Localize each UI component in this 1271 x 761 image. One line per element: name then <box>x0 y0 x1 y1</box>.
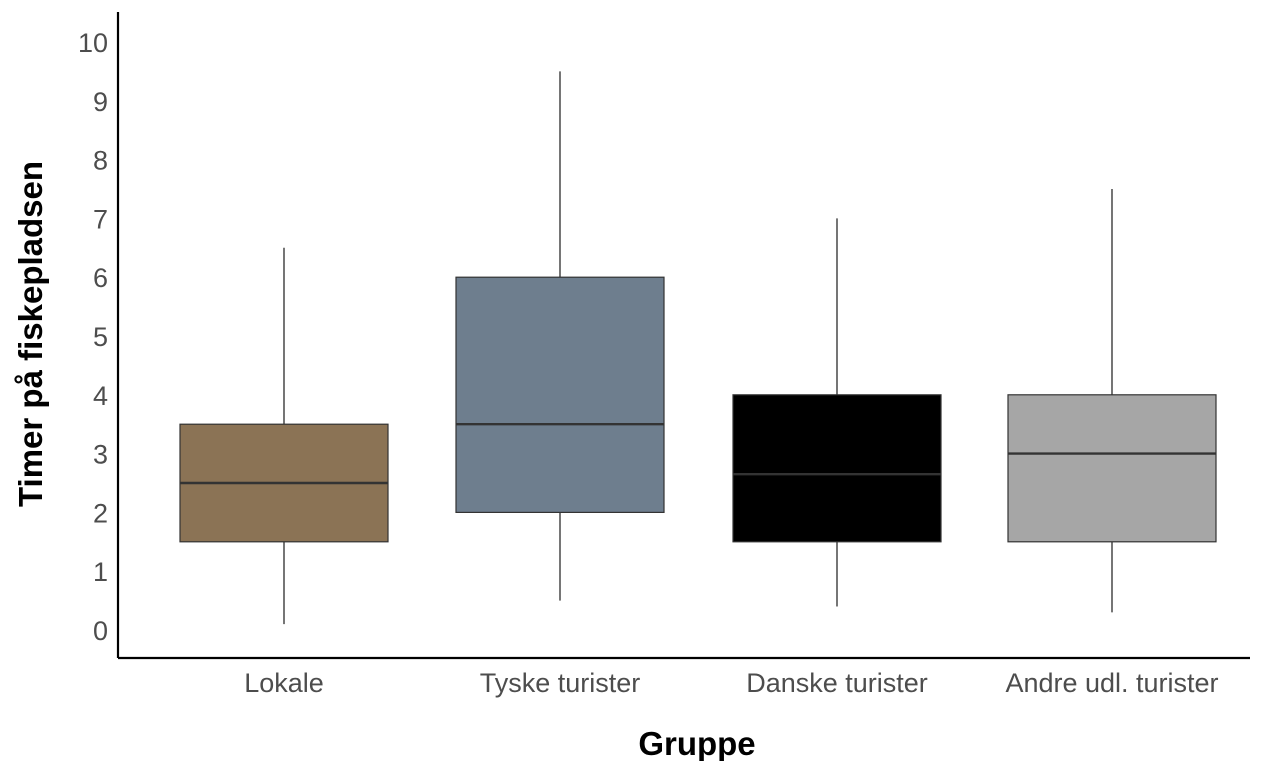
y-tick-labels: 0 1 2 3 4 5 6 7 8 9 10 <box>78 28 108 646</box>
y-tick-label: 1 <box>93 557 108 587</box>
box-group <box>179 247 389 625</box>
iqr-box <box>455 276 665 514</box>
y-tick-label: 2 <box>93 498 108 528</box>
x-tick-label: Danske turister <box>746 668 928 698</box>
x-tick-label: Andre udl. turister <box>1005 668 1218 698</box>
y-tick-label: 0 <box>93 616 108 646</box>
y-tick-label: 4 <box>93 381 108 411</box>
iqr-box <box>1007 394 1217 543</box>
y-tick-label: 6 <box>93 263 108 293</box>
iqr-box <box>732 394 942 543</box>
box-group <box>1007 189 1217 613</box>
boxes-layer <box>179 71 1217 625</box>
x-tick-label: Tyske turister <box>480 668 641 698</box>
x-tick-labels: Lokale Tyske turister Danske turister Andre… <box>244 668 1218 698</box>
y-tick-label: 3 <box>93 440 108 470</box>
x-tick-label: Lokale <box>244 668 324 698</box>
box-group <box>455 71 665 601</box>
y-tick-label: 8 <box>93 146 108 176</box>
y-axis-title: Timer på fiskepladsen <box>12 161 49 507</box>
y-tick-label: 10 <box>78 28 108 58</box>
y-tick-label: 9 <box>93 87 108 117</box>
y-tick-label: 7 <box>93 204 108 234</box>
y-tick-label: 5 <box>93 322 108 352</box>
box-group <box>732 218 942 607</box>
x-axis-title: Gruppe <box>638 725 755 761</box>
